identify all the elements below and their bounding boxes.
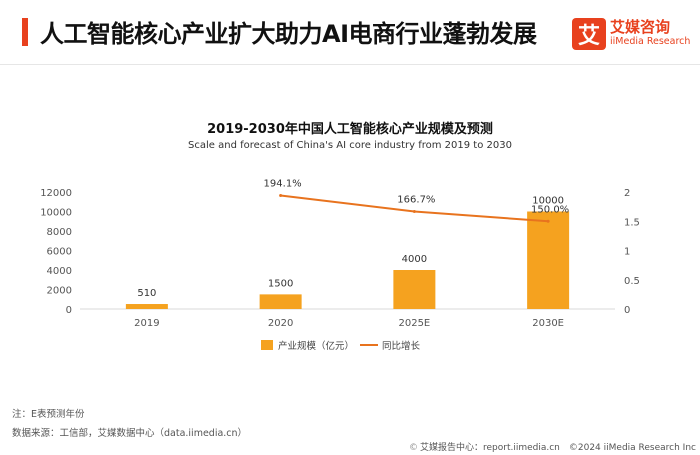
legend-bar-swatch bbox=[261, 340, 273, 350]
bar-value-label: 4000 bbox=[402, 254, 427, 265]
y-left-tick-label: 6000 bbox=[47, 247, 72, 258]
y-right-tick-label: 0.5 bbox=[624, 276, 640, 287]
y-right-tick-label: 2 bbox=[624, 188, 630, 199]
y-right-tick-label: 1 bbox=[624, 247, 630, 258]
data-source: 数据来源：工信部，艾媒数据中心（data.iimedia.cn） bbox=[12, 428, 248, 439]
chart-note: 注：E表预测年份 bbox=[12, 409, 85, 420]
bar-value-label: 10000 bbox=[532, 196, 564, 207]
page-title: 人工智能核心产业扩大助力AI电商行业蓬勃发展 bbox=[40, 20, 537, 48]
bar bbox=[393, 270, 436, 309]
y-left-tick-label: 12000 bbox=[40, 188, 72, 199]
bar bbox=[125, 304, 168, 309]
legend-line-label: 同比增长 bbox=[382, 340, 421, 352]
bar bbox=[527, 211, 570, 309]
growth-point bbox=[279, 193, 283, 197]
chart-subtitle: Scale and forecast of China's AI core in… bbox=[188, 140, 512, 151]
title-accent-bar bbox=[22, 18, 28, 46]
y-left-tick-label: 2000 bbox=[47, 286, 72, 297]
footer: © 艾媒报告中心：report.iimedia.cn ©2024 iiMedia … bbox=[400, 440, 696, 453]
bar-value-label: 510 bbox=[137, 288, 156, 299]
y-left-tick-label: 10000 bbox=[40, 208, 72, 219]
bar bbox=[259, 294, 302, 309]
bar-value-label: 1500 bbox=[268, 278, 293, 289]
iimedia-logo: 艾 艾媒咨询 iiMedia Research bbox=[572, 14, 692, 54]
y-left-tick-label: 8000 bbox=[47, 227, 72, 238]
x-tick-label: 2020 bbox=[268, 318, 293, 329]
header: 人工智能核心产业扩大助力AI电商行业蓬勃发展 艾 艾媒咨询 iiMedia Re… bbox=[0, 0, 700, 62]
x-tick-label: 2025E bbox=[398, 318, 430, 329]
logo-mark-icon: 艾 bbox=[572, 18, 606, 50]
growth-value-label: 194.1% bbox=[264, 178, 302, 189]
header-divider bbox=[0, 64, 700, 65]
footer-text: 艾媒报告中心：report.iimedia.cn ©2024 iiMedia R… bbox=[419, 443, 696, 453]
y-right-tick-label: 0 bbox=[624, 305, 630, 316]
y-left-tick-label: 0 bbox=[66, 305, 72, 316]
growth-value-label: 150.0% bbox=[531, 204, 569, 215]
x-tick-label: 2030E bbox=[532, 318, 564, 329]
growth-point bbox=[412, 209, 416, 213]
x-tick-label: 2019 bbox=[134, 318, 159, 329]
logo-name-cn: 艾媒咨询 bbox=[610, 18, 671, 36]
copyright-report-icon: © bbox=[408, 443, 418, 453]
growth-point bbox=[546, 219, 550, 223]
chart-title: 2019-2030年中国人工智能核心产业规模及预测 bbox=[207, 122, 493, 137]
growth-value-label: 166.7% bbox=[397, 194, 435, 205]
logo-name-en: iiMedia Research bbox=[610, 36, 691, 47]
y-left-tick-label: 4000 bbox=[47, 266, 72, 277]
y-right-tick-label: 1.5 bbox=[624, 217, 640, 228]
legend-bar-label: 产业规模（亿元） bbox=[278, 340, 354, 352]
